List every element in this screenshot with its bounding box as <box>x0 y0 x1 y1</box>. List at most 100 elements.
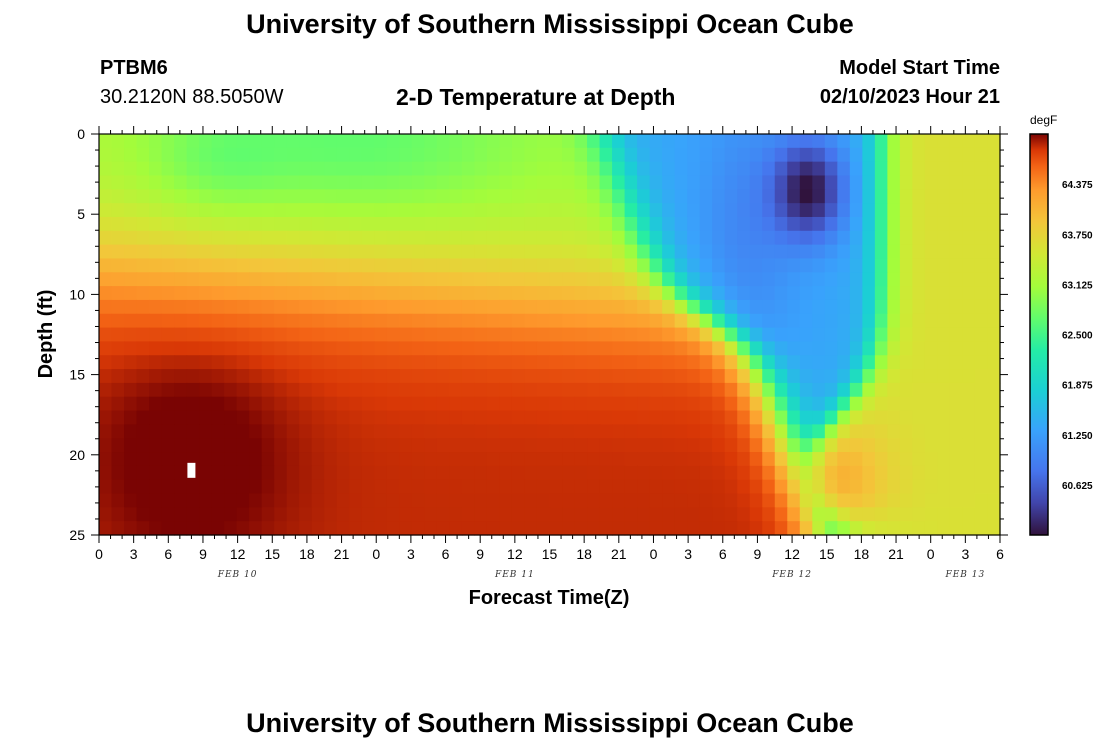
heat-cell <box>712 147 726 163</box>
heat-cell <box>887 479 901 495</box>
heat-cell <box>536 465 551 481</box>
heat-cell <box>937 410 951 425</box>
heat-cell <box>887 382 901 398</box>
heat-cell <box>937 299 951 315</box>
heat-cell <box>812 327 826 343</box>
heat-cell <box>787 465 801 481</box>
heat-cell <box>862 203 876 218</box>
heat-cell <box>199 313 213 329</box>
heat-cell <box>224 244 238 260</box>
heat-cell <box>424 216 438 232</box>
heat-cell <box>249 327 263 343</box>
heat-cell <box>649 382 663 398</box>
heat-cell <box>399 465 413 481</box>
heat-cell <box>962 355 976 370</box>
heat-cell <box>436 341 450 356</box>
heat-cell <box>249 161 263 177</box>
heat-cell <box>887 355 901 370</box>
heat-cell <box>737 493 751 508</box>
heat-cell <box>837 479 851 495</box>
heat-cell <box>424 521 438 536</box>
heat-cell <box>562 244 576 260</box>
heat-cell <box>987 175 1001 190</box>
heat-cell <box>524 161 538 177</box>
heat-cell <box>862 286 876 301</box>
heat-cell <box>211 410 225 425</box>
heat-cell <box>812 230 826 246</box>
heat-cell <box>349 369 363 384</box>
heat-cell <box>737 410 751 425</box>
heat-cell <box>274 465 288 481</box>
heat-cell <box>899 493 913 508</box>
heat-cell <box>949 189 964 204</box>
heat-cell <box>987 134 1001 149</box>
heat-cell <box>361 203 375 218</box>
heat-cell <box>99 479 113 495</box>
heat-cell <box>211 286 225 301</box>
heat-cell <box>449 189 463 204</box>
heat-cell <box>99 410 113 425</box>
heat-cell <box>161 327 175 343</box>
heat-cell <box>449 479 463 495</box>
heat-cell <box>111 216 125 232</box>
heat-cell <box>912 438 926 453</box>
heat-cell <box>774 175 788 190</box>
heat-cell <box>274 272 288 287</box>
heat-cell <box>899 175 913 190</box>
heat-cell <box>261 479 275 495</box>
heat-cell <box>261 452 275 467</box>
x-tick-label: 6 <box>719 546 727 562</box>
heat-cell <box>962 424 976 439</box>
heat-cell <box>411 203 425 218</box>
heat-cell <box>286 479 300 495</box>
heat-cell <box>624 147 638 163</box>
heat-cell <box>399 341 413 356</box>
heat-cell <box>499 382 513 398</box>
heat-cell <box>486 465 501 481</box>
heat-cell <box>499 230 513 246</box>
heat-cell <box>274 134 288 149</box>
heat-cell <box>511 396 526 412</box>
colorbar-label: 61.250 <box>1062 431 1093 442</box>
heat-cell <box>511 175 526 190</box>
heat-cell <box>599 521 613 536</box>
heat-cell <box>336 147 350 163</box>
heat-cell <box>474 203 488 218</box>
heat-cell <box>499 521 513 536</box>
heat-cell <box>374 355 388 370</box>
heat-cell <box>874 355 888 370</box>
heat-cell <box>461 299 476 315</box>
heat-cell <box>311 272 325 287</box>
heat-cell <box>211 493 225 508</box>
heat-cell <box>812 438 826 453</box>
heat-cell <box>562 230 576 246</box>
heat-cell <box>224 161 238 177</box>
heat-cell <box>224 189 238 204</box>
heat-cell <box>374 396 388 412</box>
heat-cell <box>124 479 138 495</box>
heat-cell <box>536 216 551 232</box>
heat-cell <box>724 521 738 536</box>
heat-cell <box>224 216 238 232</box>
heat-cell <box>249 175 263 190</box>
heat-cell <box>186 327 200 343</box>
heat-cell <box>524 382 538 398</box>
heat-cell <box>737 244 751 260</box>
heat-cell <box>286 134 300 149</box>
heat-cell <box>887 161 901 177</box>
heat-cell <box>124 175 138 190</box>
heat-cell <box>849 272 863 287</box>
heat-cell <box>111 299 125 315</box>
heat-cell <box>261 313 275 329</box>
heat-cell <box>937 203 951 218</box>
heat-cell <box>261 341 275 356</box>
heat-cell <box>724 424 738 439</box>
heat-cell <box>111 244 125 260</box>
heat-cell <box>149 299 163 315</box>
heat-cell <box>361 147 375 163</box>
heat-cell <box>949 203 964 218</box>
heat-cell <box>436 230 450 246</box>
heat-cell <box>787 355 801 370</box>
heat-cell <box>862 355 876 370</box>
heat-cell <box>511 327 526 343</box>
